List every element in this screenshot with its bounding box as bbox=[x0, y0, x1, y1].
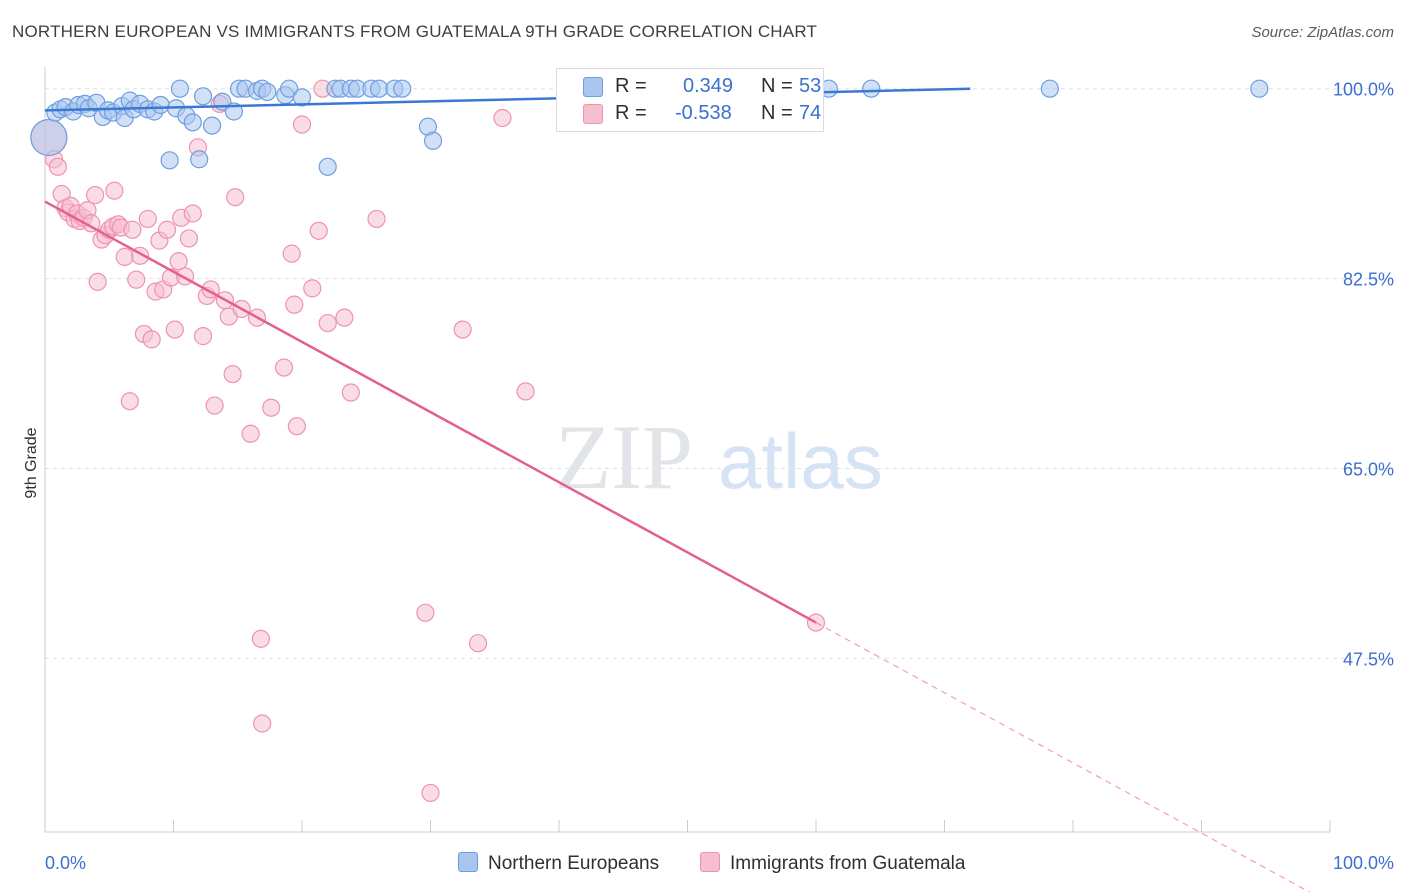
grid-lines bbox=[45, 88, 1394, 659]
r-label: R = bbox=[615, 75, 647, 97]
guatemala-point bbox=[367, 209, 386, 229]
guatemala-point bbox=[165, 320, 184, 339]
guatemala-point bbox=[274, 358, 294, 377]
guatemala-point bbox=[86, 185, 105, 205]
guatemala-point bbox=[335, 308, 354, 327]
legend-label-northern-europeans: Northern Europeans bbox=[488, 853, 660, 874]
northern-european-point bbox=[862, 79, 881, 98]
northern-european-point bbox=[30, 118, 68, 157]
guatemala-point bbox=[309, 221, 328, 240]
guatemala-point bbox=[105, 181, 124, 200]
y-tick-label-1: 82.5% bbox=[1343, 270, 1394, 290]
guatemala-point bbox=[241, 424, 260, 443]
guatemala-point bbox=[287, 417, 306, 436]
guatemala-point bbox=[193, 327, 213, 346]
northern-european-point bbox=[423, 131, 443, 150]
r-value: 0.349 bbox=[683, 75, 734, 97]
guatemala-point bbox=[421, 783, 440, 803]
y-tick-label-2: 65.0% bbox=[1343, 459, 1394, 479]
n-label: N = bbox=[761, 102, 793, 124]
y-tick-labels: 100.0% 82.5% 65.0% 47.5% bbox=[1333, 80, 1394, 670]
guatemala-point bbox=[453, 320, 472, 339]
guatemala-point bbox=[292, 115, 312, 134]
northern-european-point bbox=[183, 113, 202, 132]
guatemala-point bbox=[262, 398, 281, 417]
guatemala-point bbox=[416, 603, 435, 622]
guatemala-point bbox=[223, 364, 242, 384]
guatemala-point bbox=[303, 279, 322, 298]
northern-european-point bbox=[393, 79, 412, 98]
x-tick-label-0: 0.0% bbox=[45, 853, 86, 873]
northern-european-point bbox=[370, 79, 389, 98]
guatemala-point bbox=[88, 272, 107, 291]
guatemala-point bbox=[127, 270, 146, 289]
guatemala-point bbox=[468, 634, 488, 653]
r-label: R = bbox=[615, 102, 647, 124]
legend-label-guatemala: Immigrants from Guatemala bbox=[730, 853, 966, 874]
y-tick-label-0: 100.0% bbox=[1333, 80, 1394, 100]
guatemala-points bbox=[30, 79, 826, 803]
northern-european-points bbox=[30, 79, 1269, 176]
guatemala-point bbox=[516, 382, 535, 401]
r-value: -0.538 bbox=[675, 102, 732, 124]
guatemala-point bbox=[142, 330, 161, 349]
axes bbox=[44, 67, 1331, 833]
guatemala-trend-extension bbox=[815, 622, 1311, 892]
blue-swatch bbox=[583, 77, 603, 97]
n-value: 74 bbox=[799, 102, 822, 124]
northern-european-point bbox=[190, 150, 209, 169]
northern-european-point bbox=[258, 82, 277, 102]
y-tick-label-3: 47.5% bbox=[1343, 649, 1394, 669]
watermark-zip: ZIP bbox=[555, 406, 693, 508]
northern-european-point bbox=[202, 116, 222, 135]
northern-european-point bbox=[1040, 79, 1059, 98]
northern-european-point bbox=[318, 157, 337, 176]
guatemala-point bbox=[138, 209, 157, 229]
guatemala-point bbox=[48, 157, 67, 176]
stats-legend: R = 0.349 N = 53 R = -0.538 N = 74 bbox=[556, 68, 824, 132]
n-value: 53 bbox=[799, 75, 822, 97]
y-axis-label: 9th Grade bbox=[23, 427, 40, 498]
guatemala-trend-line bbox=[44, 200, 817, 624]
guatemala-point bbox=[157, 220, 177, 239]
northern-european-point bbox=[280, 79, 299, 98]
northern-european-point bbox=[160, 151, 179, 170]
guatemala-point bbox=[115, 247, 134, 266]
guatemala-point bbox=[169, 252, 188, 271]
guatemala-point bbox=[183, 204, 202, 223]
blue-legend-swatch bbox=[458, 852, 478, 872]
northern-european-point bbox=[193, 87, 213, 106]
watermark: ZIP atlas bbox=[555, 406, 883, 508]
guatemala-point bbox=[253, 714, 272, 733]
northern-european-point bbox=[292, 88, 312, 107]
pink-legend-swatch bbox=[700, 852, 720, 872]
legend-item-guatemala: Immigrants from Guatemala bbox=[700, 852, 965, 875]
guatemala-point bbox=[205, 396, 224, 415]
northern-european-point bbox=[170, 79, 190, 98]
guatemala-point bbox=[341, 383, 360, 402]
guatemala-point bbox=[226, 188, 245, 207]
x-tick-labels: 0.0% 100.0% bbox=[45, 853, 1394, 873]
guatemala-point bbox=[123, 220, 142, 239]
guatemala-point bbox=[282, 244, 301, 263]
guatemala-point bbox=[285, 295, 304, 314]
legend-item-northern-europeans: Northern Europeans bbox=[458, 852, 659, 875]
chart-title: NORTHERN EUROPEAN VS IMMIGRANTS FROM GUA… bbox=[12, 22, 818, 41]
x-tick-label-100: 100.0% bbox=[1333, 853, 1394, 873]
guatemala-point bbox=[251, 629, 270, 648]
source-label: Source: ZipAtlas.com bbox=[1251, 24, 1394, 41]
guatemala-point bbox=[493, 108, 512, 128]
pink-swatch bbox=[583, 104, 603, 124]
n-label: N = bbox=[761, 75, 793, 97]
guatemala-point bbox=[179, 229, 199, 248]
guatemala-point bbox=[318, 313, 337, 333]
watermark-atlas: atlas bbox=[718, 417, 883, 505]
northern-european-point bbox=[1250, 79, 1269, 98]
guatemala-point bbox=[120, 392, 139, 411]
northern-european-point bbox=[151, 95, 170, 115]
